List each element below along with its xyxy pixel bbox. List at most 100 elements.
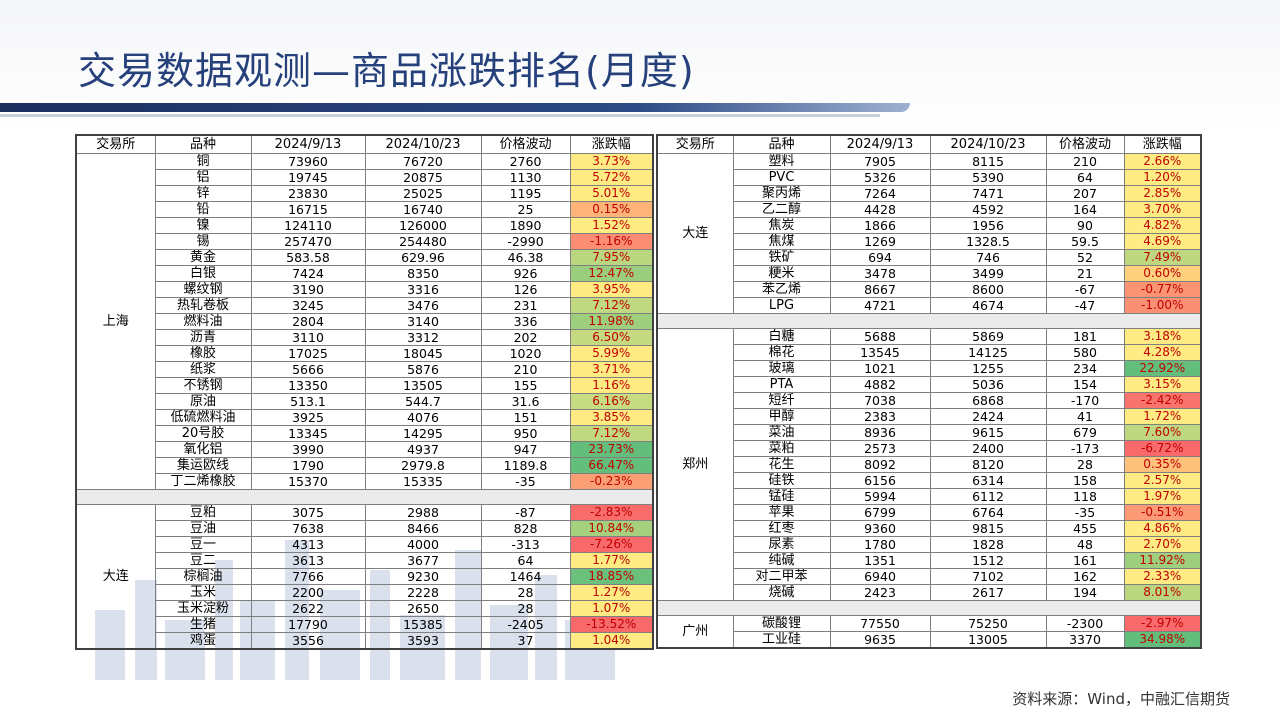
price-start-cell: 4882 (829, 376, 931, 393)
price-start-cell: 2622 (250, 600, 366, 617)
commodity-cell: 聚丙烯 (732, 185, 831, 202)
commodity-cell: 苯乙烯 (732, 281, 831, 298)
table-row: 黄金 583.58 629.96 46.38 7.95% (76, 249, 654, 266)
commodity-cell: 铝 (154, 169, 252, 186)
price-change-cell: 118 (1045, 488, 1125, 505)
price-start-cell: 17790 (250, 616, 366, 633)
price-start-cell: 15370 (250, 473, 366, 490)
pct-change-cell: -7.26% (569, 536, 654, 553)
pct-change-cell: 1.04% (569, 632, 654, 650)
price-change-cell: 90 (1045, 217, 1125, 234)
price-change-cell: 1195 (480, 185, 571, 202)
commodity-cell: 沥青 (154, 329, 252, 346)
pct-change-cell: 3.18% (1123, 328, 1202, 345)
price-change-cell: 46.38 (480, 249, 571, 266)
pct-change-cell: 4.86% (1123, 520, 1202, 537)
pct-change-cell: 4.69% (1123, 233, 1202, 250)
table-row: 镍 124110 126000 1890 1.52% (76, 217, 654, 234)
price-change-cell: 194 (1045, 584, 1125, 601)
table-row: PVC 5326 5390 64 1.20% (657, 169, 1202, 186)
commodity-cell: 焦煤 (732, 233, 831, 250)
left-header-cell: 交易所 (75, 134, 156, 154)
price-end-cell: 15335 (364, 473, 482, 490)
price-end-cell: 13505 (364, 377, 482, 394)
pct-change-cell: -0.23% (569, 473, 654, 490)
commodity-cell: 豆一 (154, 536, 252, 553)
commodity-cell: 集运欧线 (154, 457, 252, 474)
commodity-cell: 镍 (154, 217, 252, 234)
pct-change-cell: 7.49% (1123, 249, 1202, 266)
price-start-cell: 5994 (829, 488, 931, 505)
price-end-cell: 5390 (929, 169, 1047, 186)
source-note: 资料来源：Wind，中融汇信期货 (1012, 690, 1230, 708)
left-header-cell: 品种 (154, 134, 252, 154)
price-start-cell: 1866 (829, 217, 931, 234)
table-row: 红枣 9360 9815 455 4.86% (657, 520, 1202, 537)
price-change-cell: 126 (480, 281, 571, 298)
price-end-cell: 25025 (364, 185, 482, 202)
pct-change-cell: 1.07% (569, 600, 654, 617)
price-start-cell: 4313 (250, 536, 366, 553)
price-start-cell: 3478 (829, 265, 931, 282)
commodity-cell: 乙二醇 (732, 201, 831, 218)
price-end-cell: 6314 (929, 472, 1047, 489)
pct-change-cell: 4.28% (1123, 344, 1202, 361)
table-row: 菜粕 2573 2400 -173 -6.72% (657, 440, 1202, 457)
right-header-row: 交易所 品种 2024/9/13 2024/10/23 价格波动 涨跌幅 (656, 134, 1202, 154)
price-end-cell: 18045 (364, 345, 482, 362)
price-change-cell: 162 (1045, 568, 1125, 585)
price-start-cell: 4721 (829, 297, 931, 314)
price-end-cell: 2988 (364, 504, 482, 521)
commodity-cell: 对二甲苯 (732, 568, 831, 585)
price-start-cell: 17025 (250, 345, 366, 362)
price-change-cell: 161 (1045, 552, 1125, 569)
price-change-cell: -35 (1045, 504, 1125, 521)
exchange-cell: 广州 (656, 615, 734, 649)
group-separator (656, 313, 1202, 329)
price-change-cell: 41 (1045, 408, 1125, 425)
commodity-cell: 燃料油 (154, 313, 252, 330)
table-row: 20号胶 13345 14295 950 7.12% (76, 425, 654, 442)
price-change-cell: 31.6 (480, 393, 571, 410)
pct-change-cell: 2.57% (1123, 472, 1202, 489)
commodity-cell: 铅 (154, 201, 252, 218)
price-end-cell: 8350 (364, 265, 482, 282)
right-header-cell: 2024/10/23 (929, 134, 1047, 154)
price-change-cell: 164 (1045, 201, 1125, 218)
table-row: 乙二醇 4428 4592 164 3.70% (657, 201, 1202, 218)
separator-cell (656, 600, 1202, 616)
price-end-cell: 6868 (929, 392, 1047, 409)
table-row: 上海铜 73960 76720 2760 3.73% (75, 153, 654, 490)
price-end-cell: 8600 (929, 281, 1047, 298)
price-start-cell: 16715 (250, 201, 366, 218)
price-end-cell: 1512 (929, 552, 1047, 569)
price-start-cell: 583.58 (250, 249, 366, 266)
price-start-cell: 2200 (250, 584, 366, 601)
price-change-cell: 202 (480, 329, 571, 346)
commodity-cell: 铁矿 (732, 249, 831, 266)
price-end-cell: 20875 (364, 169, 482, 186)
table-row: 锡 257470 254480 -2990 -1.16% (76, 233, 654, 250)
price-change-cell: 231 (480, 297, 571, 314)
left-header-cell: 2024/9/13 (250, 134, 366, 154)
price-end-cell: 3316 (364, 281, 482, 298)
commodity-cell: 红枣 (732, 520, 831, 537)
price-end-cell: 76720 (364, 153, 482, 170)
table-row: 对二甲苯 6940 7102 162 2.33% (657, 568, 1202, 585)
price-end-cell: 5869 (929, 328, 1047, 345)
table-row: 菜油 8936 9615 679 7.60% (657, 424, 1202, 441)
price-start-cell: 7638 (250, 520, 366, 537)
pct-change-cell: 3.73% (569, 153, 654, 170)
commodity-cell: 丁二烯橡胶 (154, 473, 252, 490)
price-end-cell: 14125 (929, 344, 1047, 361)
right-header-cell: 交易所 (656, 134, 734, 154)
pct-change-cell: 2.33% (1123, 568, 1202, 585)
header-stripe-thin (0, 114, 880, 117)
table-row: 豆油 7638 8466 828 10.84% (76, 520, 654, 537)
pct-change-cell: -1.00% (1123, 297, 1202, 314)
price-end-cell: 746 (929, 249, 1047, 266)
pct-change-cell: 1.27% (569, 584, 654, 601)
price-change-cell: -35 (480, 473, 571, 490)
table-row: 甲醇 2383 2424 41 1.72% (657, 408, 1202, 425)
pct-change-cell: -1.16% (569, 233, 654, 250)
